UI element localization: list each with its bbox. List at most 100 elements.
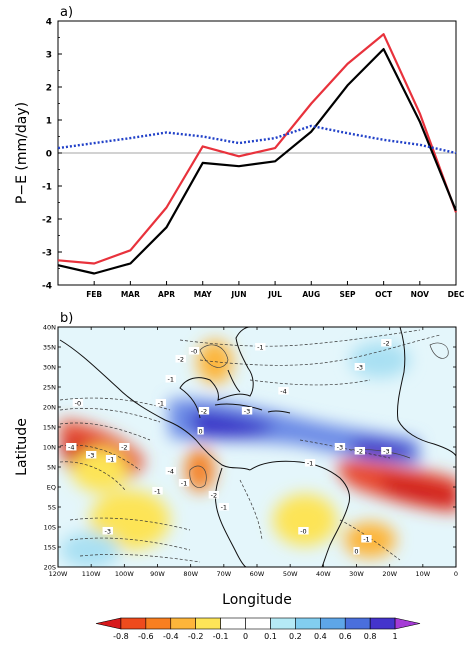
contour-line (59, 397, 171, 411)
lon-tick-label: 30W (349, 570, 364, 578)
y-tick-label: -1 (42, 183, 52, 193)
contour-label: -1 (363, 536, 369, 544)
lat-tick-label: 35N (43, 344, 56, 352)
longitude-label: Longitude (222, 592, 292, 608)
contour-label: -3 (337, 444, 343, 452)
contour-label-bg (353, 547, 360, 555)
x-axis-ticks: FEB MAR APR MAY JUN JUL AUG SEP OCT NOV DEC (86, 281, 465, 299)
colorbar-swatch (195, 617, 221, 630)
contour-label: -0 (300, 528, 306, 536)
colorbar-label: -0.4 (163, 632, 179, 641)
colorbar-label: 0.1 (264, 632, 277, 641)
colorbar-swatch (295, 617, 321, 630)
contour-label: -3 (383, 448, 389, 456)
contour-label: -3 (88, 452, 94, 460)
contour-label-bg (188, 347, 200, 355)
lon-tick-label: 80W (183, 570, 198, 578)
colorbar-label: 0.6 (339, 632, 352, 641)
lat-tick-label: 5N (47, 464, 56, 472)
contour-line (59, 408, 161, 423)
colorbar-arrow-right (394, 617, 421, 630)
contour-label-bg (155, 399, 167, 407)
contour-label-bg (381, 447, 392, 455)
lat-tick-label: 15S (44, 544, 56, 552)
lat-tick-label: 40N (43, 324, 56, 332)
contour-label-bg (165, 375, 176, 383)
lat-tick-label: 5S (48, 504, 56, 512)
colorbar: -0.8 -0.6 -0.4 -0.2 -0.1 0 0.1 0.2 0.4 0.6 0.8 1 (95, 617, 421, 641)
positive-atlantic-core (380, 475, 456, 505)
x-tick-label: FEB (86, 290, 102, 299)
x-tick-label: SEP (339, 290, 356, 299)
contour-label: -1 (221, 504, 227, 512)
south-america-west-coast (215, 467, 247, 567)
lon-tick-label: 40W (316, 570, 331, 578)
series-line-3 (57, 124, 457, 155)
contour-label-bg (178, 479, 190, 487)
panel-b-label: b) (60, 311, 73, 326)
series-line-2 (57, 47, 458, 275)
contour-label-bg (354, 447, 366, 455)
africa-coast (397, 327, 456, 457)
contour-label: -4 (280, 388, 286, 396)
latitude-label: Latitude (14, 418, 30, 476)
colorbar-label: 0.4 (314, 632, 327, 641)
x-tick-label: OCT (375, 290, 393, 299)
contour-label: -2 (383, 340, 389, 348)
colorbar-arrow-left (95, 617, 122, 630)
contour-line (79, 554, 201, 563)
lon-tick-label: 120W (49, 570, 68, 578)
x-tick-label: DEC (448, 290, 465, 299)
lat-tick-label: 20S (44, 564, 56, 572)
contour-label-bg (165, 467, 176, 475)
colorbar-label: 0.2 (289, 632, 302, 641)
contour-label: -1 (168, 376, 174, 384)
contour-label-bg (334, 443, 346, 451)
hispaniola (267, 410, 291, 414)
negative-core (190, 411, 275, 438)
colorbar-label: -0.2 (188, 632, 204, 641)
positive-south-pacific (90, 490, 170, 550)
colorbar-swatch (170, 617, 196, 630)
contour-label: -0 (191, 348, 197, 356)
panel-b: b) (14, 311, 458, 641)
contour-label: -1 (257, 344, 263, 352)
contour-label-bg (208, 491, 220, 499)
contour-label: -3 (357, 364, 363, 372)
contour-label-bg (175, 355, 186, 363)
contour-label-bg (218, 503, 230, 511)
colorbar-swatch (270, 617, 296, 630)
lon-tick-label: 110W (82, 570, 101, 578)
y-tick-label: 3 (46, 51, 52, 61)
contour-line (69, 537, 191, 551)
lon-tick-label: 60W (250, 570, 265, 578)
series-lines (57, 33, 458, 275)
contour-label-bg (102, 527, 113, 535)
colorbar-label: 0 (243, 632, 248, 641)
contour-label: -2 (211, 492, 217, 500)
y-tick-label: -3 (42, 249, 52, 259)
contour-label: -4 (168, 468, 174, 476)
gulf-coast (179, 327, 254, 419)
series-line-1 (57, 33, 458, 265)
contour-label: -3 (105, 528, 111, 536)
cuba (214, 403, 263, 411)
contour-label: -1 (154, 488, 160, 496)
lon-tick-label: 20W (382, 570, 397, 578)
south-america-coast (249, 460, 351, 567)
y-axis-label: P−E (mm/day) (14, 102, 30, 204)
dashed-contours (59, 329, 441, 563)
x-tick-label: APR (158, 290, 175, 299)
y-tick-label: 2 (46, 84, 52, 94)
contour-label: 0 (199, 428, 203, 436)
colorbar-swatch (145, 617, 172, 630)
lon-tick-label: 90W (150, 570, 165, 578)
y-tick-label: 1 (46, 117, 52, 127)
contour-label-bg (105, 455, 117, 463)
contour-label: -2 (121, 444, 127, 452)
contour-label-bg (255, 343, 266, 351)
contour-label-bg (198, 407, 210, 415)
colorbar-label: -0.1 (213, 632, 229, 641)
contour-label-bg (85, 451, 97, 459)
